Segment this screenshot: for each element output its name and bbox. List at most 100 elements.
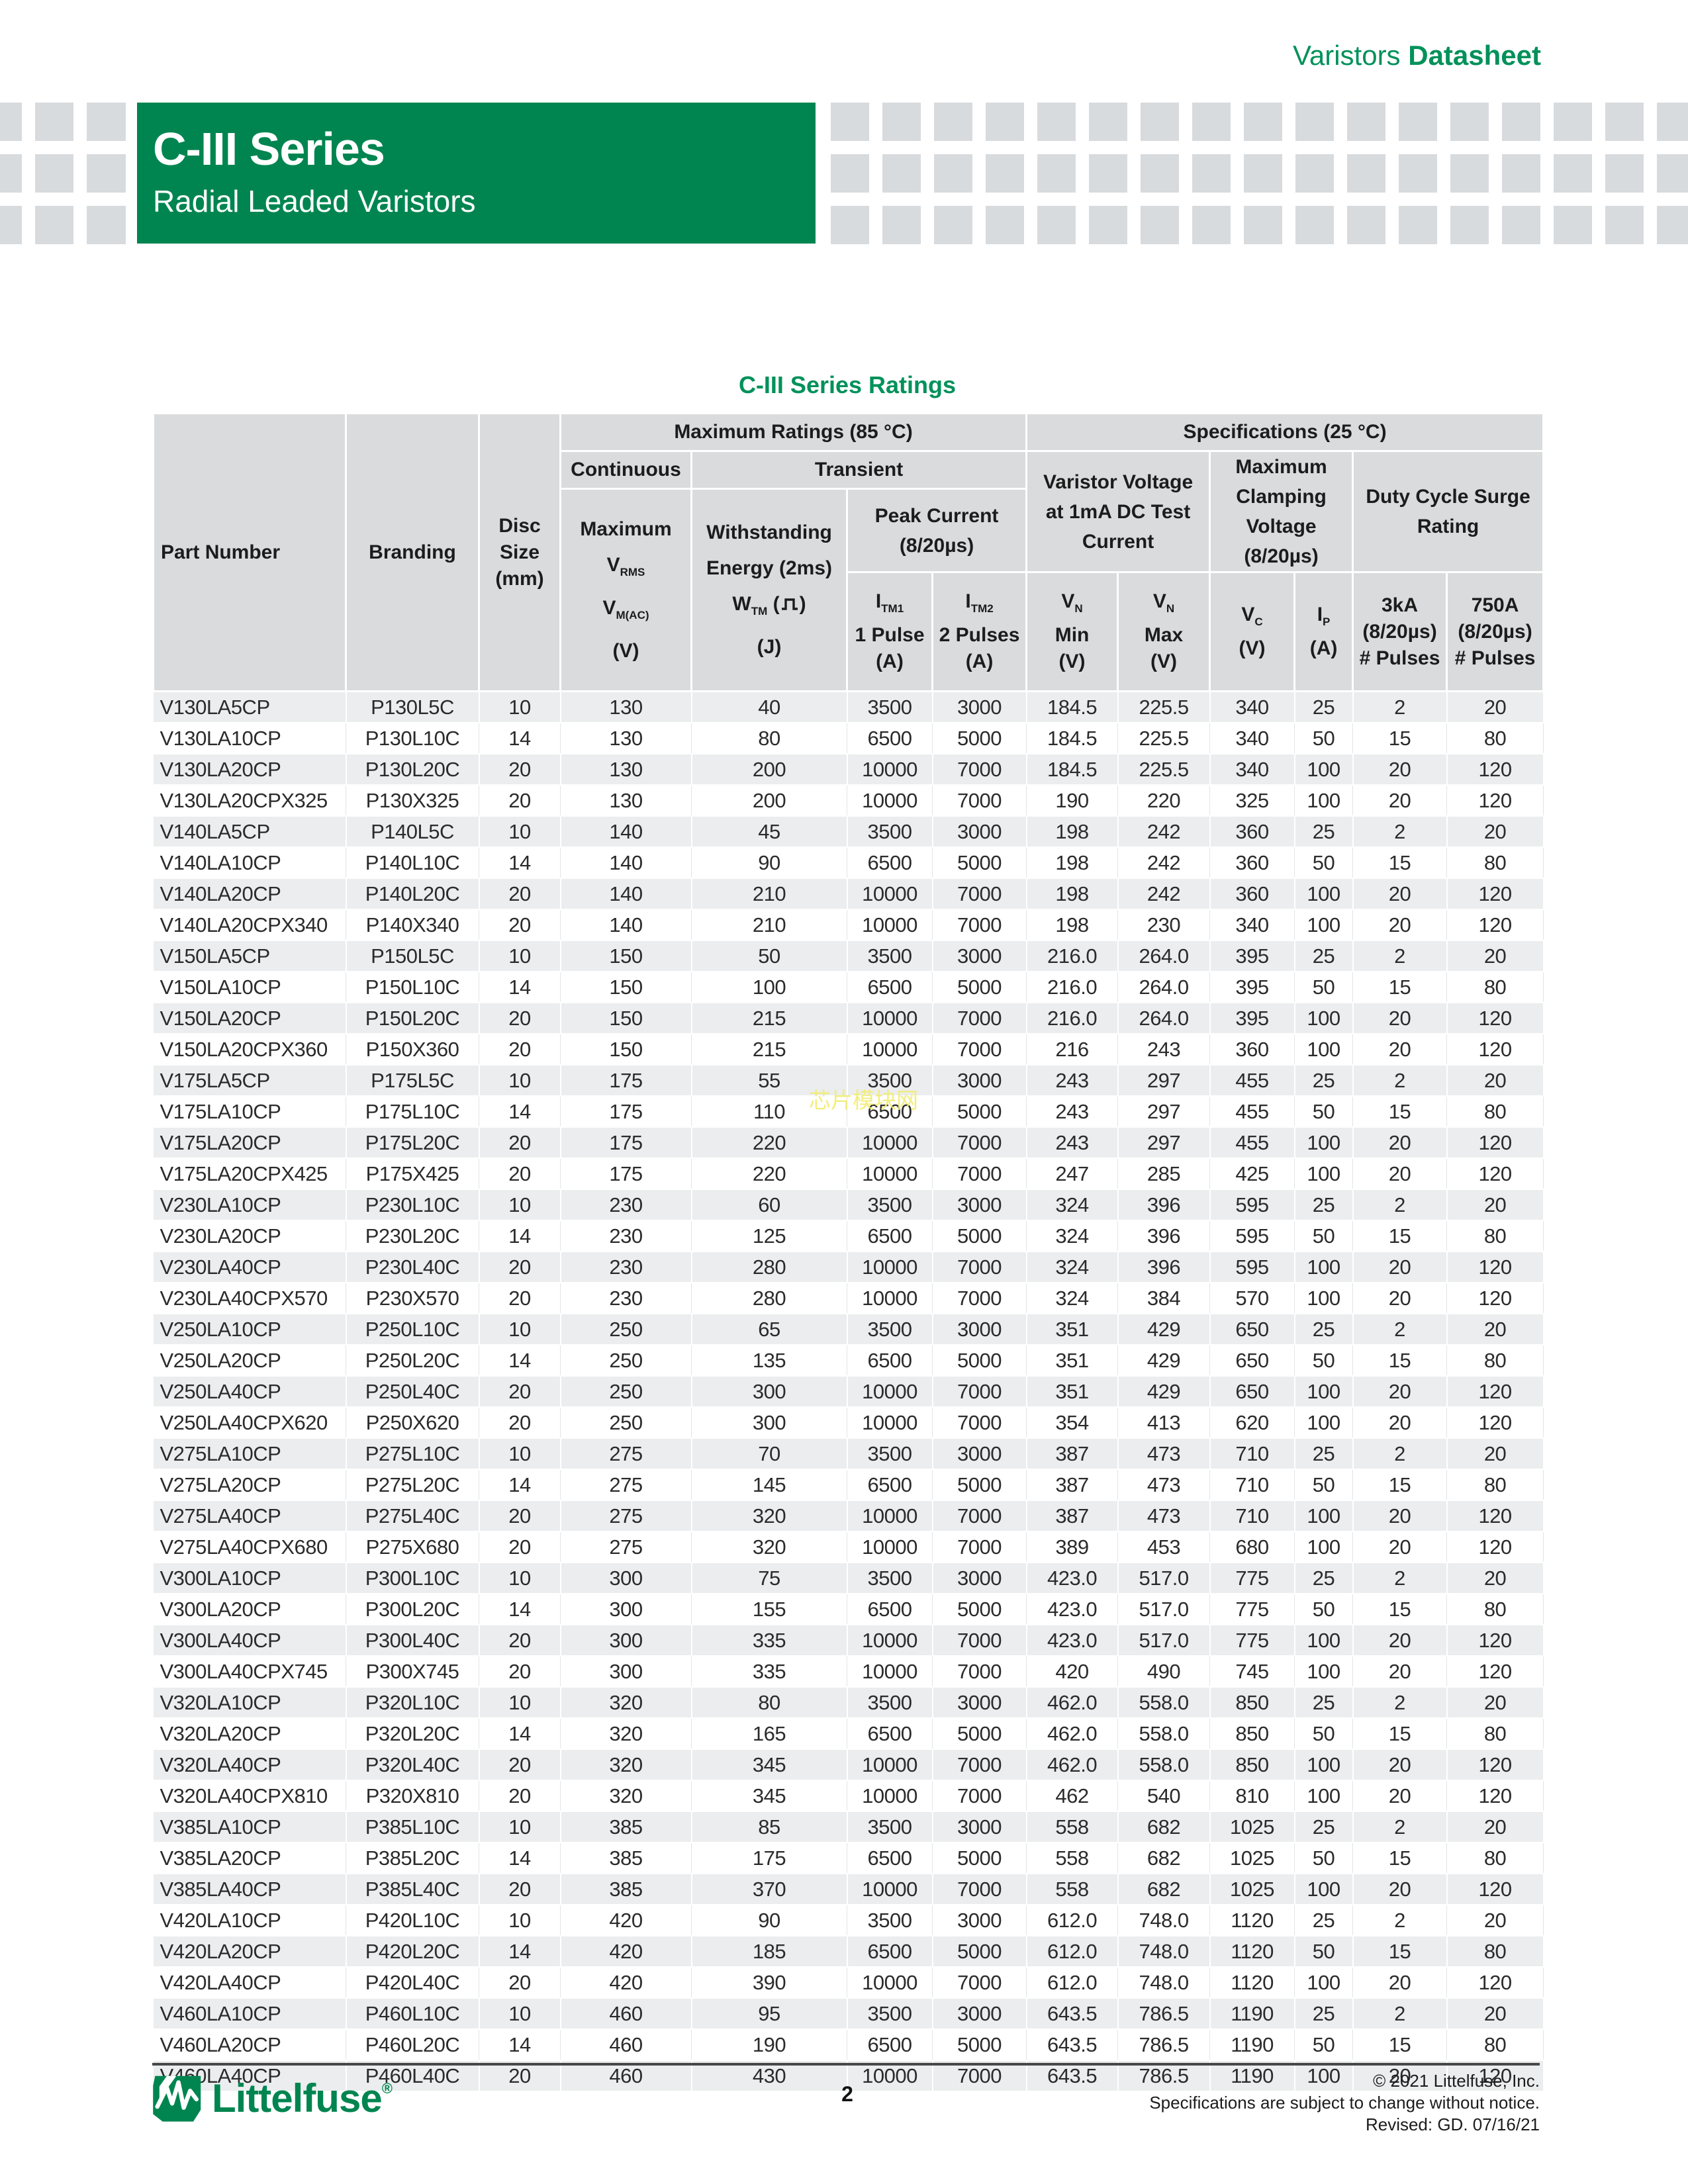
cell-itm1: 3500 xyxy=(847,1997,933,2029)
cell-ip: 100 xyxy=(1294,1873,1354,1905)
cell-vn-min: 462 xyxy=(1026,1780,1119,1811)
cell-disc-size: 20 xyxy=(479,753,561,785)
table-row: V230LA40CPX570 P230X570 20 230 280 10000 7000 3… xyxy=(153,1282,1544,1314)
cell-branding: P140L10C xyxy=(346,846,479,878)
cell-part-number: V230LA10CP xyxy=(153,1189,347,1220)
cell-3ka-pulses: 2 xyxy=(1352,1997,1448,2029)
table-row: V320LA20CP P320L20C 14 320 165 6500 5000 462.0 5… xyxy=(153,1717,1544,1749)
cell-itm2: 5000 xyxy=(932,1717,1027,1749)
cell-branding: P150X360 xyxy=(346,1033,479,1065)
cell-branding: P275L20C xyxy=(346,1469,479,1500)
cell-branding: P140L20C xyxy=(346,878,480,909)
cell-energy: 145 xyxy=(691,1469,847,1500)
cell-vn-min: 216.0 xyxy=(1026,1002,1119,1034)
cell-branding: P175X425 xyxy=(346,1158,479,1189)
cell-itm2: 3000 xyxy=(932,690,1027,723)
cell-vn-min: 324 xyxy=(1026,1282,1119,1314)
cell-vrms: 250 xyxy=(560,1344,692,1376)
cell-750a-pulses: 120 xyxy=(1446,1033,1544,1065)
cell-itm2: 3000 xyxy=(932,1064,1027,1096)
table-row: V230LA20CP P230L20C 14 230 125 6500 5000 324 396… xyxy=(153,1220,1544,1251)
cell-3ka-pulses: 15 xyxy=(1352,1593,1448,1625)
cell-3ka-pulses: 20 xyxy=(1352,1158,1448,1189)
cell-750a-pulses: 80 xyxy=(1446,1935,1544,1967)
cell-3ka-pulses: 20 xyxy=(1352,909,1448,940)
cell-750a-pulses: 80 xyxy=(1446,971,1544,1003)
table-row: V275LA10CP P275L10C 10 275 70 3500 3000 387 473 7… xyxy=(153,1437,1544,1469)
cell-itm2: 7000 xyxy=(932,784,1027,816)
table-row: V300LA40CPX745 P300X745 20 300 335 10000 7000 4… xyxy=(153,1655,1544,1687)
cell-ip: 100 xyxy=(1294,1749,1354,1780)
cell-750a-pulses: 120 xyxy=(1446,1624,1544,1656)
cell-3ka-pulses: 20 xyxy=(1352,878,1448,909)
cell-itm1: 3500 xyxy=(847,1811,933,1843)
cell-disc-size: 10 xyxy=(479,1686,561,1718)
table-row: V275LA40CP P275L40C 20 275 320 10000 7000 387 47… xyxy=(153,1500,1544,1531)
table-row: V130LA20CP P130L20C 20 130 200 10000 7000 184.5… xyxy=(153,753,1544,785)
cell-vn-min: 351 xyxy=(1026,1344,1119,1376)
cell-3ka-pulses: 15 xyxy=(1352,1095,1448,1127)
cell-disc-size: 14 xyxy=(479,2028,561,2060)
cell-part-number: V175LA20CPX425 xyxy=(153,1158,346,1189)
page-number: 2 xyxy=(841,2082,853,2106)
masthead: Varistors Datasheet xyxy=(1293,40,1541,71)
cell-part-number: V130LA10CP xyxy=(153,722,346,754)
cell-disc-size: 14 xyxy=(479,722,561,754)
cell-disc-size: 10 xyxy=(479,1064,561,1096)
cell-3ka-pulses: 15 xyxy=(1352,1469,1448,1500)
cell-vrms: 150 xyxy=(560,1033,692,1065)
cell-energy: 335 xyxy=(691,1655,847,1687)
cell-part-number: V150LA20CPX360 xyxy=(153,1033,346,1065)
cell-part-number: V385LA10CP xyxy=(153,1811,347,1843)
cell-vc: 595 xyxy=(1209,1220,1295,1251)
cell-vc: 360 xyxy=(1209,846,1295,878)
cell-branding: P230L10C xyxy=(346,1189,480,1220)
table-row: V150LA5CP P150L5C 10 150 50 3500 3000 216.0 264.… xyxy=(153,940,1544,972)
cell-itm1: 10000 xyxy=(847,1780,933,1811)
cell-3ka-pulses: 20 xyxy=(1352,1780,1448,1811)
cell-ip: 100 xyxy=(1294,1966,1354,1998)
cell-vn-max: 429 xyxy=(1117,1313,1211,1345)
table-row: V275LA20CP P275L20C 14 275 145 6500 5000 387 473… xyxy=(153,1469,1544,1500)
cell-itm1: 3500 xyxy=(847,940,933,972)
cell-vn-min: 184.5 xyxy=(1026,690,1119,723)
cell-3ka-pulses: 15 xyxy=(1352,1935,1448,1967)
cell-branding: P300L10C xyxy=(346,1562,480,1594)
cell-vrms: 420 xyxy=(560,1904,692,1936)
cell-vn-max: 748.0 xyxy=(1117,1966,1211,1998)
cell-vn-max: 243 xyxy=(1117,1033,1211,1065)
cell-vn-max: 473 xyxy=(1117,1500,1211,1531)
cell-itm1: 6500 xyxy=(847,1344,933,1376)
cell-ip: 100 xyxy=(1294,1126,1354,1158)
cell-energy: 300 xyxy=(691,1375,848,1407)
cell-vn-min: 558 xyxy=(1026,1811,1119,1843)
cell-vn-min: 184.5 xyxy=(1026,753,1119,785)
cell-itm1: 3500 xyxy=(847,1562,933,1594)
littelfuse-logo-icon xyxy=(151,2073,204,2126)
cell-itm2: 5000 xyxy=(932,1593,1027,1625)
ratings-tbody: V130LA5CP P130L5C 10 130 40 3500 3000 184.5 225.… xyxy=(153,690,1544,2091)
cell-3ka-pulses: 2 xyxy=(1352,690,1448,723)
cell-750a-pulses: 120 xyxy=(1446,1126,1544,1158)
cell-vn-max: 396 xyxy=(1117,1251,1211,1283)
cell-itm2: 5000 xyxy=(932,1095,1027,1127)
series-banner: C-III Series Radial Leaded Varistors xyxy=(137,103,816,244)
cell-vrms: 150 xyxy=(560,971,692,1003)
cell-ip: 25 xyxy=(1294,815,1354,847)
cell-vrms: 230 xyxy=(560,1189,692,1220)
cell-vn-max: 264.0 xyxy=(1117,971,1211,1003)
cell-part-number: V320LA20CP xyxy=(153,1717,346,1749)
cell-750a-pulses: 80 xyxy=(1446,846,1544,878)
cell-part-number: V140LA5CP xyxy=(153,815,347,847)
cell-3ka-pulses: 2 xyxy=(1352,1437,1448,1469)
cell-750a-pulses: 20 xyxy=(1446,1686,1544,1718)
table-row: V300LA40CP P300L40C 20 300 335 10000 7000 423.0… xyxy=(153,1624,1544,1656)
cell-750a-pulses: 120 xyxy=(1446,1780,1544,1811)
col-header-vrms: Maximum VRMS VM(AC) (V) xyxy=(559,488,692,692)
cell-vrms: 420 xyxy=(560,1935,692,1967)
cell-vn-min: 643.5 xyxy=(1026,1997,1119,2029)
cell-750a-pulses: 20 xyxy=(1446,1997,1544,2029)
cell-vn-min: 420 xyxy=(1026,1655,1119,1687)
cell-vrms: 140 xyxy=(560,846,692,878)
cell-itm1: 10000 xyxy=(847,1158,933,1189)
